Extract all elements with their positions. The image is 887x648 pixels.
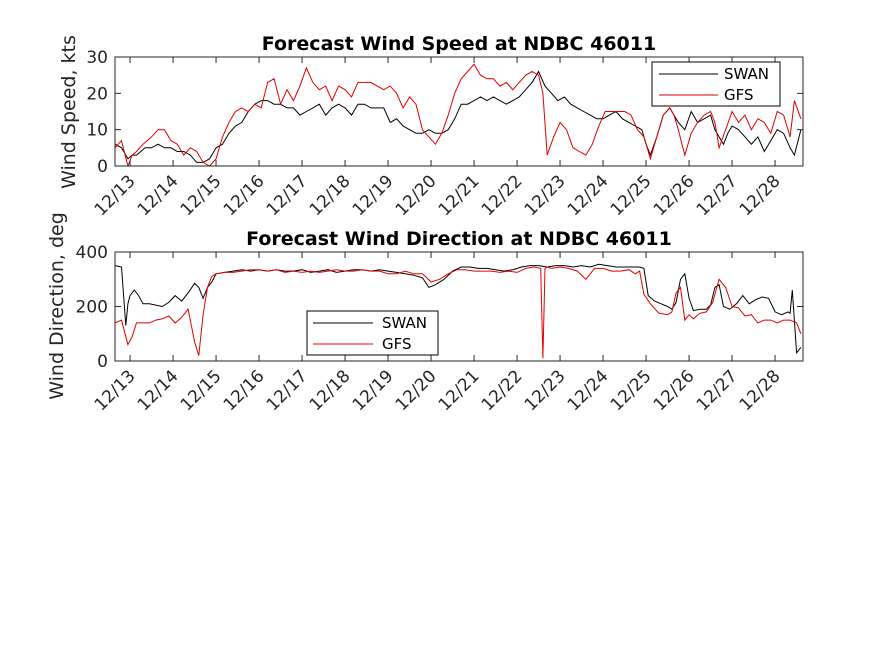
y-axis-label-text: Wind Speed, kts [58, 35, 80, 189]
y-axis-label-text: Wind Direction, deg [46, 212, 68, 400]
x-tick-label: 12/17 [263, 171, 312, 220]
legend-label-swan: SWAN [724, 65, 769, 83]
x-tick-label: 12/20 [392, 171, 441, 220]
x-tick-label: 12/19 [349, 366, 398, 415]
x-tick-label: 12/13 [91, 366, 140, 415]
x-tick-label: 12/20 [392, 366, 441, 415]
series-line-gfs [115, 266, 802, 359]
wind-direction-chart: Forecast Wind Direction at NDBC 46011 Wi… [46, 212, 804, 415]
series-line-gfs [115, 63, 802, 166]
y-axis-label: Wind Speed, kts [58, 35, 80, 189]
y-tick-label: 0 [97, 157, 108, 177]
y-tick-label: 400 [76, 243, 108, 263]
x-tick-label: 12/26 [650, 366, 699, 415]
y-tick-label: 10 [86, 121, 108, 141]
legend-label-gfs: GFS [724, 86, 754, 104]
y-tick-label: 0 [97, 352, 108, 372]
x-tick-label: 12/23 [521, 366, 570, 415]
x-tick-label: 12/18 [306, 366, 355, 415]
y-tick-label: 20 [86, 84, 108, 104]
y-tick-label: 200 [76, 298, 108, 318]
x-tick-label: 12/24 [564, 366, 613, 415]
wind-speed-chart: Forecast Wind Speed at NDBC 46011 Wind S… [58, 33, 804, 220]
x-tick-label: 12/19 [349, 171, 398, 220]
x-tick-label: 12/21 [435, 366, 484, 415]
x-tick-label: 12/13 [91, 171, 140, 220]
axes-frame [114, 56, 804, 167]
legend: SWAN GFS [651, 61, 781, 107]
x-tick-label: 12/17 [263, 366, 312, 415]
legend-box [651, 61, 781, 107]
x-tick-label: 12/22 [478, 366, 527, 415]
x-tick-label: 12/15 [177, 366, 226, 415]
x-tick-label: 12/16 [220, 366, 269, 415]
x-tick-label: 12/27 [693, 171, 742, 220]
x-tick-label: 12/18 [306, 171, 355, 220]
x-tick-label: 12/15 [177, 171, 226, 220]
plot-area: 020040012/1312/1412/1512/1612/1712/1812/… [76, 243, 804, 415]
x-tick-label: 12/25 [607, 171, 656, 220]
x-tick-label: 12/22 [478, 171, 527, 220]
x-tick-label: 12/14 [134, 171, 183, 220]
y-axis-label: Wind Direction, deg [46, 212, 68, 400]
x-tick-label: 12/25 [607, 366, 656, 415]
series-line-swan [115, 70, 802, 163]
x-tick-label: 12/26 [650, 171, 699, 220]
legend-box [306, 310, 439, 356]
x-tick-label: 12/28 [736, 366, 785, 415]
chart-title: Forecast Wind Direction at NDBC 46011 [246, 228, 672, 250]
legend-label-swan: SWAN [382, 314, 427, 332]
x-tick-label: 12/27 [693, 366, 742, 415]
x-tick-label: 12/21 [435, 171, 484, 220]
x-tick-label: 12/23 [521, 171, 570, 220]
x-tick-label: 12/14 [134, 366, 183, 415]
x-tick-label: 12/24 [564, 171, 613, 220]
legend: SWAN GFS [306, 310, 439, 356]
series-line-swan [115, 263, 802, 355]
chart-title: Forecast Wind Speed at NDBC 46011 [262, 33, 656, 55]
x-tick-label: 12/28 [736, 171, 785, 220]
y-tick-label: 30 [86, 48, 108, 68]
x-tick-label: 12/16 [220, 171, 269, 220]
legend-label-gfs: GFS [382, 335, 412, 353]
